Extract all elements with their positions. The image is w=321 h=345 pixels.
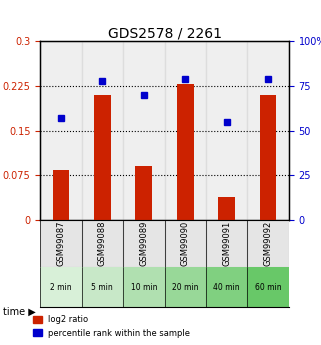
- Bar: [123, 41, 165, 220]
- Text: GSM99092: GSM99092: [264, 221, 273, 266]
- Bar: [165, 41, 206, 220]
- Bar: [82, 220, 123, 267]
- Bar: [82, 41, 123, 220]
- Bar: [206, 267, 247, 307]
- Bar: [206, 220, 247, 267]
- Bar: [260, 95, 276, 220]
- Text: GSM99089: GSM99089: [139, 221, 148, 266]
- Legend: log2 ratio, percentile rank within the sample: log2 ratio, percentile rank within the s…: [30, 312, 194, 341]
- Text: GSM99091: GSM99091: [222, 221, 231, 266]
- Bar: [94, 95, 111, 220]
- Text: 20 min: 20 min: [172, 283, 198, 292]
- Text: 2 min: 2 min: [50, 283, 72, 292]
- Bar: [206, 41, 247, 220]
- Bar: [82, 267, 123, 307]
- Text: GSM99087: GSM99087: [56, 221, 65, 266]
- Bar: [165, 220, 206, 267]
- Bar: [247, 41, 289, 220]
- Text: 5 min: 5 min: [91, 283, 113, 292]
- Text: time ▶: time ▶: [3, 307, 36, 317]
- Bar: [218, 197, 235, 220]
- Bar: [40, 267, 82, 307]
- Bar: [247, 220, 289, 267]
- Bar: [123, 267, 165, 307]
- Bar: [40, 41, 82, 220]
- Text: GSM99088: GSM99088: [98, 221, 107, 266]
- Text: GSM99090: GSM99090: [181, 221, 190, 266]
- Text: 60 min: 60 min: [255, 283, 282, 292]
- Bar: [53, 170, 69, 220]
- Title: GDS2578 / 2261: GDS2578 / 2261: [108, 26, 221, 40]
- Bar: [135, 166, 152, 220]
- Text: 40 min: 40 min: [213, 283, 240, 292]
- Bar: [40, 220, 82, 267]
- Bar: [165, 267, 206, 307]
- Bar: [177, 84, 194, 220]
- Bar: [247, 267, 289, 307]
- Text: 10 min: 10 min: [131, 283, 157, 292]
- Bar: [123, 220, 165, 267]
